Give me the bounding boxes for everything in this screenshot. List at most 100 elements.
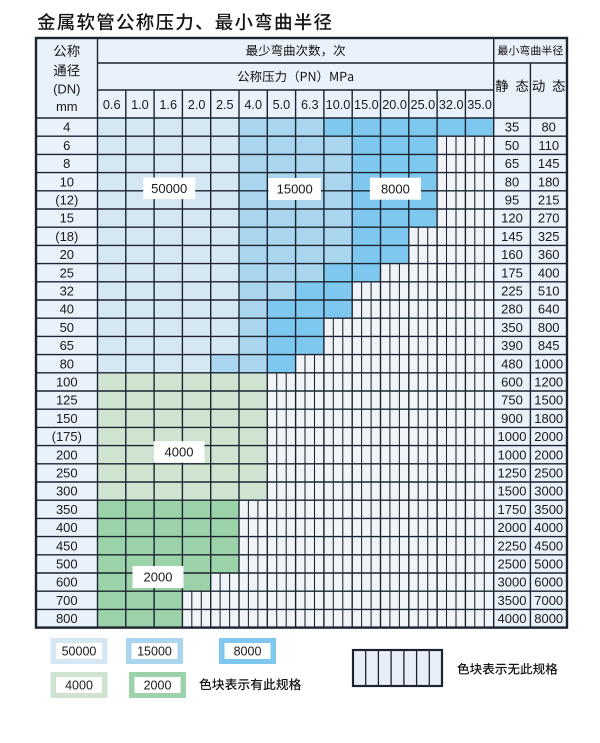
svg-text:(12): (12) [55,193,78,208]
svg-text:20: 20 [60,247,74,262]
svg-text:80: 80 [60,356,74,371]
svg-text:390: 390 [501,338,523,353]
svg-text:500: 500 [56,557,78,572]
svg-text:145: 145 [501,229,523,244]
svg-text:35: 35 [505,120,519,135]
svg-text:15: 15 [60,211,74,226]
svg-text:35.0: 35.0 [467,98,492,112]
svg-text:1.0: 1.0 [131,98,149,112]
svg-text:2000: 2000 [498,520,527,535]
svg-text:480: 480 [501,356,523,371]
svg-text:3500: 3500 [498,593,527,608]
svg-text:180: 180 [538,174,560,189]
svg-text:40: 40 [60,302,74,317]
svg-text:6000: 6000 [534,575,563,590]
svg-text:(18): (18) [55,229,78,244]
svg-text:3500: 3500 [534,502,563,517]
svg-text:0.6: 0.6 [103,98,121,112]
svg-text:1250: 1250 [498,466,527,481]
svg-text:6: 6 [63,138,70,153]
svg-text:510: 510 [538,284,560,299]
svg-text:1800: 1800 [534,411,563,426]
svg-text:10: 10 [60,174,74,189]
svg-text:4.0: 4.0 [244,98,262,112]
svg-text:100: 100 [56,375,78,390]
svg-text:8000: 8000 [234,644,262,658]
svg-text:110: 110 [538,138,559,153]
svg-text:15000: 15000 [277,182,313,197]
svg-text:2000: 2000 [534,447,563,462]
svg-text:15.0: 15.0 [354,98,379,112]
svg-text:25: 25 [60,265,74,280]
svg-text:1750: 1750 [498,502,527,517]
svg-text:200: 200 [56,447,78,462]
svg-text:845: 845 [538,338,560,353]
svg-text:1000: 1000 [534,356,563,371]
svg-text:125: 125 [56,393,78,408]
svg-text:4000: 4000 [65,678,93,692]
svg-text:800: 800 [56,611,78,626]
svg-text:900: 900 [501,411,523,426]
svg-text:1200: 1200 [534,375,563,390]
svg-text:2000: 2000 [144,570,173,585]
svg-text:2.0: 2.0 [188,98,206,112]
svg-text:1500: 1500 [498,484,527,499]
svg-text:640: 640 [538,302,560,317]
svg-text:(DN): (DN) [53,82,80,97]
svg-text:4000: 4000 [165,445,194,460]
svg-text:600: 600 [56,575,78,590]
svg-text:50: 50 [60,320,74,335]
svg-text:2500: 2500 [534,466,563,481]
svg-text:150: 150 [56,411,78,426]
svg-text:2.5: 2.5 [216,98,234,112]
svg-text:750: 750 [501,393,523,408]
svg-text:4: 4 [63,120,70,135]
svg-text:225: 225 [501,284,523,299]
svg-text:65: 65 [505,156,519,171]
svg-text:800: 800 [538,320,560,335]
svg-text:350: 350 [501,320,523,335]
svg-text:32.0: 32.0 [439,98,464,112]
svg-text:270: 270 [538,211,560,226]
svg-text:(175): (175) [52,429,82,444]
svg-text:8: 8 [63,156,70,171]
svg-text:215: 215 [538,193,560,208]
svg-text:120: 120 [501,211,523,226]
svg-text:145: 145 [538,156,560,171]
svg-text:1000: 1000 [498,429,527,444]
svg-text:65: 65 [60,338,74,353]
svg-text:5.0: 5.0 [273,98,291,112]
svg-text:3000: 3000 [498,575,527,590]
svg-text:4000: 4000 [534,520,563,535]
svg-text:25.0: 25.0 [411,98,436,112]
svg-text:80: 80 [505,174,519,189]
svg-text:360: 360 [538,247,560,262]
svg-text:95: 95 [505,193,519,208]
svg-text:325: 325 [538,229,560,244]
svg-text:4500: 4500 [534,538,563,553]
svg-text:15000: 15000 [137,644,172,658]
svg-text:80: 80 [541,120,555,135]
svg-text:20.0: 20.0 [382,98,407,112]
svg-text:50000: 50000 [151,181,187,196]
svg-text:700: 700 [56,593,78,608]
svg-text:160: 160 [501,247,523,262]
svg-text:250: 250 [56,466,78,481]
svg-text:4000: 4000 [498,611,527,626]
svg-text:450: 450 [56,538,78,553]
svg-text:280: 280 [501,302,523,317]
svg-text:32: 32 [60,284,74,299]
svg-text:3000: 3000 [534,484,563,499]
svg-text:2250: 2250 [498,538,527,553]
svg-text:1500: 1500 [534,393,563,408]
svg-text:7000: 7000 [534,593,563,608]
svg-text:300: 300 [56,484,78,499]
svg-text:5000: 5000 [534,557,563,572]
svg-text:2000: 2000 [534,429,563,444]
svg-text:350: 350 [56,502,78,517]
svg-text:8000: 8000 [381,181,410,196]
svg-text:400: 400 [56,520,78,535]
svg-text:2500: 2500 [498,557,527,572]
svg-text:6.3: 6.3 [301,98,319,112]
svg-text:175: 175 [501,265,523,280]
